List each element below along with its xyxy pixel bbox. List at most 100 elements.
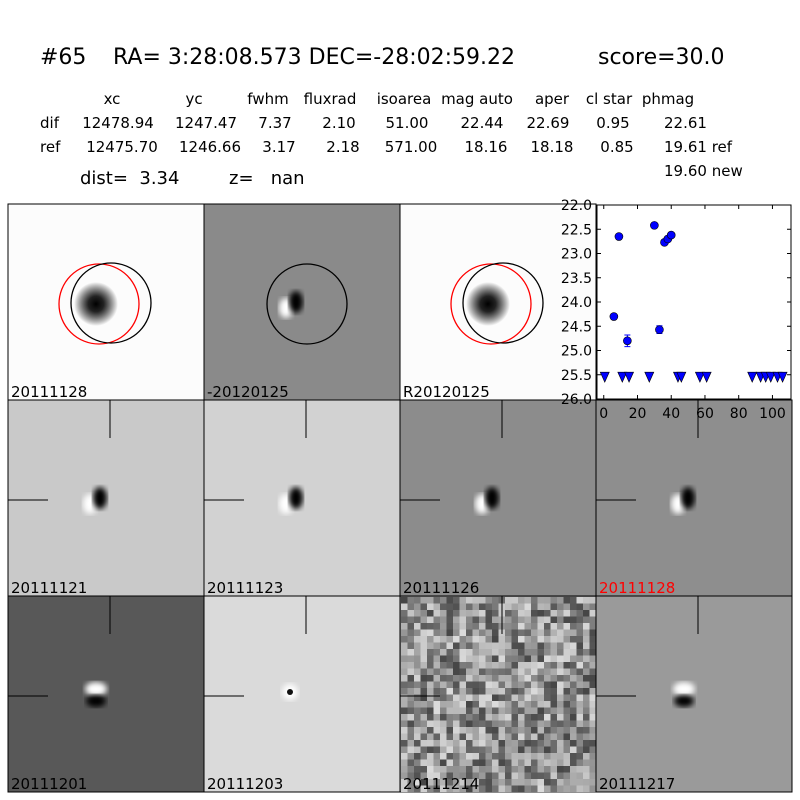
noise-pixel xyxy=(401,649,408,656)
noise-pixel xyxy=(563,616,571,624)
noise-pixel xyxy=(427,610,434,617)
noise-pixel xyxy=(414,655,421,663)
noise-pixel xyxy=(524,746,532,754)
noise-pixel xyxy=(531,720,538,728)
cell: 19.61 ref xyxy=(664,138,733,156)
noise-pixel xyxy=(492,681,499,689)
noise-pixel xyxy=(420,785,428,793)
noise-pixel xyxy=(485,701,493,708)
noise-pixel xyxy=(518,636,525,643)
noise-pixel xyxy=(492,727,499,734)
noise-pixel xyxy=(589,629,597,637)
noise-pixel xyxy=(414,727,421,734)
noise-pixel xyxy=(505,701,512,708)
noise-pixel xyxy=(407,597,415,604)
noise-pixel xyxy=(479,675,486,682)
noise-pixel xyxy=(563,740,571,747)
noise-pixel xyxy=(550,779,558,786)
noise-pixel xyxy=(518,694,525,702)
noise-pixel xyxy=(570,603,577,611)
noise-pixel xyxy=(498,681,506,689)
noise-pixel xyxy=(498,759,506,767)
noise-pixel xyxy=(453,688,460,695)
noise-pixel xyxy=(544,642,551,650)
noise-pixel xyxy=(583,701,590,708)
noise-pixel xyxy=(563,629,571,637)
noise-pixel xyxy=(570,766,577,773)
noise-pixel xyxy=(440,629,447,637)
noise-pixel xyxy=(440,668,447,676)
noise-pixel xyxy=(537,766,545,773)
noise-pixel xyxy=(446,675,454,682)
noise-pixel xyxy=(524,629,532,637)
noise-pixel xyxy=(576,694,584,702)
noise-pixel xyxy=(576,785,584,793)
noise-pixel xyxy=(485,597,493,604)
noise-pixel xyxy=(401,610,408,617)
noise-pixel xyxy=(407,740,415,747)
noise-pixel xyxy=(459,720,467,728)
noise-pixel xyxy=(537,662,545,669)
noise-pixel xyxy=(550,603,558,611)
noise-pixel xyxy=(459,642,467,650)
noise-pixel xyxy=(492,636,499,643)
noise-pixel xyxy=(498,688,506,695)
aperture xyxy=(266,263,348,345)
noise-pixel xyxy=(440,766,447,773)
panel-image xyxy=(7,595,205,793)
column-header: fluxrad xyxy=(304,90,357,108)
noise-pixel xyxy=(420,610,428,617)
upper-limit xyxy=(694,371,705,383)
noise-pixel xyxy=(472,610,480,617)
noise-pixel xyxy=(589,772,597,780)
noise-pixel xyxy=(427,779,434,786)
noise-pixel xyxy=(550,766,558,773)
noise-pixel xyxy=(420,759,428,767)
noise-pixel xyxy=(459,753,467,760)
noise-pixel xyxy=(433,642,441,650)
noise-pixel xyxy=(576,662,584,669)
noise-pixel xyxy=(466,662,473,669)
noise-pixel xyxy=(446,720,454,728)
noise-pixel xyxy=(401,688,408,695)
noise-pixel xyxy=(505,694,512,702)
noise-pixel xyxy=(550,662,558,669)
noise-pixel xyxy=(563,766,571,773)
noise-pixel xyxy=(531,759,538,767)
noise-pixel xyxy=(459,714,467,721)
noise-pixel xyxy=(550,707,558,715)
noise-pixel xyxy=(589,759,597,767)
noise-pixel xyxy=(583,597,590,604)
negative-lobe xyxy=(674,695,694,707)
noise-pixel xyxy=(544,688,551,695)
noise-pixel xyxy=(563,610,571,617)
noise-pixel xyxy=(414,720,421,728)
noise-pixel xyxy=(414,766,421,773)
noise-pixel xyxy=(459,694,467,702)
noise-pixel xyxy=(472,772,480,780)
noise-pixel xyxy=(414,623,421,630)
column-header: aper xyxy=(535,90,570,108)
noise-pixel xyxy=(557,688,564,695)
noise-pixel xyxy=(537,603,545,611)
noise-pixel xyxy=(485,642,493,650)
noise-pixel xyxy=(472,753,480,760)
noise-pixel xyxy=(505,649,512,656)
noise-pixel xyxy=(407,662,415,669)
column-header: phmag xyxy=(642,90,694,108)
cell: 2.18 xyxy=(326,138,359,156)
noise-pixel xyxy=(505,662,512,669)
noise-pixel xyxy=(492,616,499,624)
redshift: z= nan xyxy=(229,168,305,189)
noise-pixel xyxy=(531,753,538,760)
noise-pixel xyxy=(427,629,434,637)
noise-pixel xyxy=(479,720,486,728)
noise-pixel xyxy=(485,610,493,617)
noise-pixel xyxy=(492,597,499,604)
noise-pixel xyxy=(401,681,408,689)
noise-pixel xyxy=(570,720,577,728)
noise-pixel xyxy=(420,642,428,650)
noise-pixel xyxy=(459,603,467,611)
noise-pixel xyxy=(459,688,467,695)
cell: 2.10 xyxy=(322,114,355,132)
